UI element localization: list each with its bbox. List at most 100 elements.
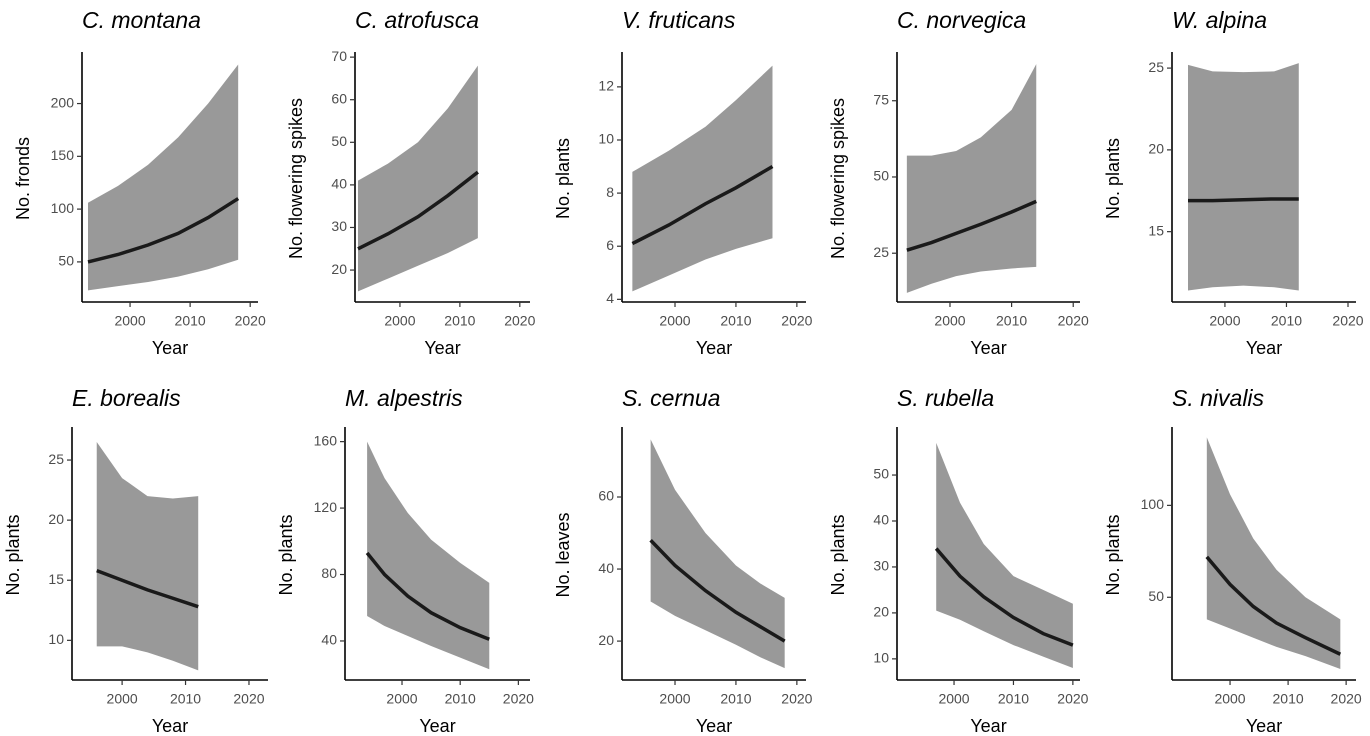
- y-tick-label: 60: [598, 488, 614, 504]
- y-tick-label: 20: [598, 632, 614, 648]
- x-tick-label: 2020: [233, 691, 264, 707]
- y-tick-label: 50: [873, 466, 889, 482]
- x-axis-label: Year: [1246, 716, 1282, 736]
- confidence-band: [632, 65, 773, 292]
- y-axis-label: No. plants: [553, 138, 573, 219]
- y-tick-label: 10: [48, 631, 64, 647]
- x-tick-label: 2010: [998, 691, 1029, 707]
- panel: 4 6 8 10 12 2000 2010 2020 V. fruticans Year No. p…: [553, 7, 813, 358]
- x-tick-label: 2000: [659, 691, 690, 707]
- y-tick-label: 40: [873, 512, 889, 528]
- x-tick-label: 2020: [1331, 691, 1362, 707]
- y-tick-label: 8: [606, 184, 614, 200]
- panel-title: C. montana: [82, 7, 201, 33]
- y-tick-label: 25: [48, 451, 64, 467]
- panel: 15 20 25 2000 2010 2020 W. alpina Year No. plant…: [1103, 7, 1364, 358]
- panel-title: C. norvegica: [897, 7, 1026, 33]
- y-tick-label: 50: [58, 253, 74, 269]
- trend-line: [87, 197, 240, 264]
- panel-title: M. alpestris: [345, 385, 463, 411]
- x-tick-label: 2010: [444, 313, 475, 329]
- y-axis-label: No. plants: [1103, 514, 1123, 595]
- y-tick-label: 20: [48, 511, 64, 527]
- confidence-band: [367, 441, 490, 670]
- trend-line: [96, 568, 199, 609]
- y-tick-label: 40: [598, 560, 614, 576]
- y-axis-label: No. plants: [3, 514, 23, 595]
- x-tick-label: 2000: [114, 313, 145, 329]
- x-tick-label: 2020: [504, 313, 535, 329]
- x-tick-label: 2000: [938, 691, 969, 707]
- x-tick-label: 2000: [386, 691, 417, 707]
- x-axis-label: Year: [1246, 338, 1282, 358]
- y-tick-label: 80: [321, 565, 337, 581]
- x-tick-label: 2010: [1273, 691, 1304, 707]
- x-axis-label: Year: [419, 716, 455, 736]
- x-tick-label: 2010: [996, 313, 1027, 329]
- x-tick-label: 2010: [720, 691, 751, 707]
- x-axis-label: Year: [424, 338, 460, 358]
- x-tick-label: 2020: [235, 313, 266, 329]
- y-tick-label: 40: [331, 176, 347, 192]
- y-tick-label: 20: [331, 261, 347, 277]
- x-axis-label: Year: [152, 338, 188, 358]
- y-tick-label: 20: [873, 604, 889, 620]
- x-tick-label: 2010: [445, 691, 476, 707]
- y-tick-label: 15: [48, 571, 64, 587]
- panel-title: C. atrofusca: [355, 7, 479, 33]
- y-axis-label: No. plants: [276, 514, 296, 595]
- trend-line: [1205, 555, 1342, 656]
- x-axis-label: Year: [970, 716, 1006, 736]
- y-tick-label: 70: [331, 48, 347, 64]
- y-tick-label: 10: [598, 131, 614, 147]
- panel-title: S. nivalis: [1172, 385, 1265, 411]
- y-tick-label: 100: [1141, 496, 1165, 512]
- confidence-band: [1206, 437, 1341, 669]
- confidence-band: [936, 442, 1073, 669]
- y-tick-label: 50: [1148, 588, 1164, 604]
- trend-line: [906, 199, 1037, 252]
- x-tick-label: 2000: [1214, 691, 1245, 707]
- panel: 50 100 150 200 2000 2010 2020 C. montana Year No.…: [13, 7, 266, 358]
- panel-title: E. borealis: [72, 385, 181, 411]
- y-axis-label: No. fronds: [13, 137, 33, 220]
- panel-title: V. fruticans: [622, 7, 736, 33]
- confidence-band: [357, 65, 478, 292]
- x-tick-label: 2020: [781, 691, 812, 707]
- panel-title: S. rubella: [897, 385, 994, 411]
- panel: 40 80 120 160 2000 2010 2020 M. alpestris Year No…: [276, 385, 534, 736]
- y-axis-label: No. leaves: [553, 512, 573, 597]
- y-tick-label: 30: [873, 558, 889, 574]
- y-axis-label: No. plants: [828, 514, 848, 595]
- x-tick-label: 2020: [1057, 691, 1088, 707]
- x-tick-label: 2000: [659, 313, 690, 329]
- trend-line: [934, 547, 1074, 647]
- y-tick-label: 25: [1148, 59, 1164, 75]
- y-tick-label: 50: [873, 168, 889, 184]
- confidence-band: [96, 442, 199, 671]
- y-tick-label: 4: [606, 290, 614, 306]
- x-tick-label: 2020: [1058, 313, 1089, 329]
- y-tick-label: 75: [873, 91, 889, 107]
- y-tick-label: 6: [606, 237, 614, 253]
- panel: 50 100 2000 2010 2020 S. nivalis Year No. plant…: [1103, 385, 1362, 736]
- y-axis-label: No. flowering spikes: [286, 98, 306, 259]
- x-tick-label: 2020: [1332, 313, 1363, 329]
- x-axis-label: Year: [696, 716, 732, 736]
- trend-line: [631, 165, 774, 246]
- y-tick-label: 12: [598, 78, 614, 94]
- y-tick-label: 200: [51, 94, 75, 110]
- confidence-band: [1188, 63, 1299, 291]
- panel-title: S. cernua: [622, 385, 720, 411]
- y-tick-label: 150: [51, 147, 75, 163]
- x-tick-label: 2000: [934, 313, 965, 329]
- confidence-band: [650, 439, 785, 669]
- y-tick-label: 25: [873, 244, 889, 260]
- x-tick-label: 2010: [720, 313, 751, 329]
- y-tick-label: 15: [1148, 222, 1164, 238]
- x-tick-label: 2010: [175, 313, 206, 329]
- y-axis-label: No. plants: [1103, 138, 1123, 219]
- trend-line: [649, 539, 786, 643]
- y-tick-label: 20: [1148, 141, 1164, 157]
